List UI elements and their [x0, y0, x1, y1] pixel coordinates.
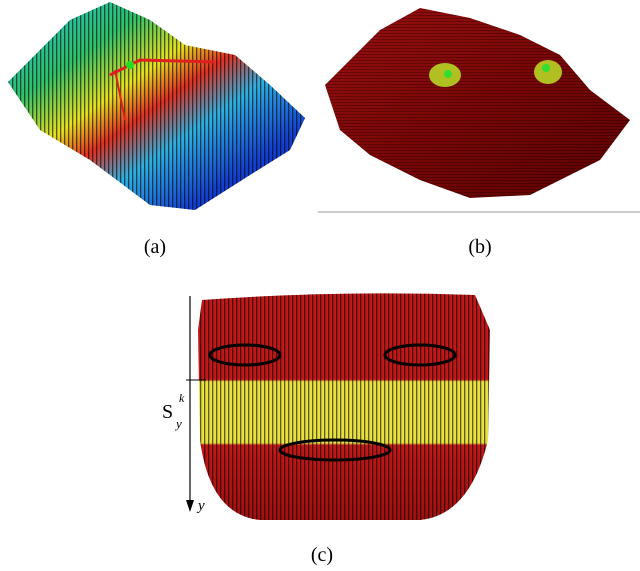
caption: (c) [311, 544, 333, 566]
surface-a [8, 2, 305, 210]
surface-c [198, 293, 490, 520]
axis-label: y [196, 498, 205, 514]
caption: (b) [468, 236, 491, 258]
band-label-subscript: y [174, 416, 182, 431]
band-label-superscript: k [179, 391, 185, 405]
band-label: S [162, 401, 173, 423]
surface-b [318, 8, 640, 213]
caption: (a) [144, 236, 166, 258]
y-axis-arrow [186, 296, 206, 512]
